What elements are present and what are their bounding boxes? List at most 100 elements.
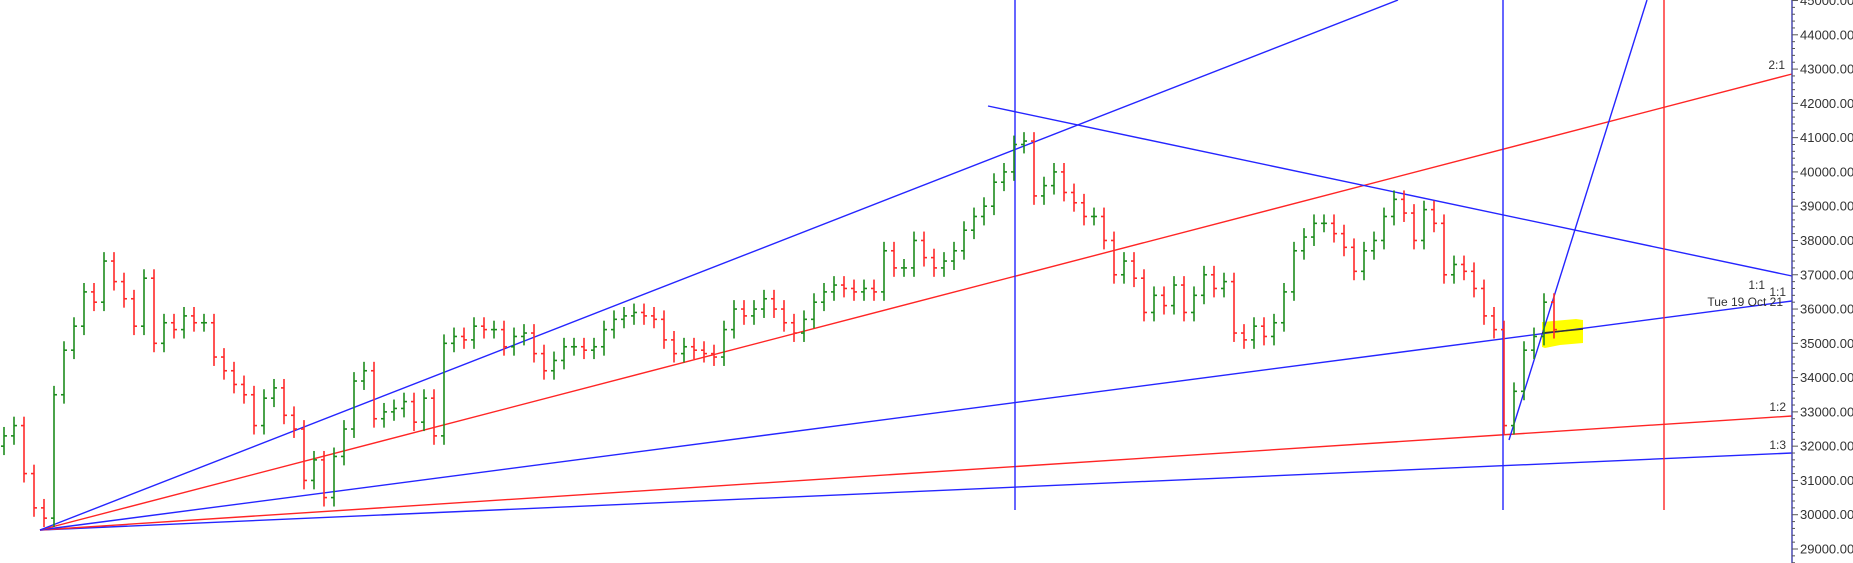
ohlc-bar bbox=[41, 498, 47, 528]
date-label: Tue 19 Oct 21 bbox=[1707, 295, 1783, 309]
ohlc-bar bbox=[301, 420, 307, 490]
ohlc-bar bbox=[561, 337, 567, 370]
ohlc-bar bbox=[1261, 317, 1267, 346]
y-tick-label: 36000.00 bbox=[1800, 302, 1853, 317]
ohlc-bar bbox=[581, 337, 587, 360]
ohlc-bar bbox=[261, 389, 267, 435]
highlight-marker-line[interactable] bbox=[1541, 328, 1584, 334]
ohlc-bar bbox=[181, 306, 187, 339]
ohlc-bar bbox=[1121, 252, 1127, 284]
ohlc-bar bbox=[1031, 132, 1037, 205]
ohlc-bar bbox=[881, 241, 887, 301]
ohlc-bar bbox=[831, 276, 837, 301]
ohlc-bar bbox=[461, 327, 467, 349]
fan-label-1-2: 1:2 bbox=[1769, 400, 1786, 414]
ohlc-bar bbox=[951, 241, 957, 270]
ohlc-bar bbox=[211, 313, 217, 366]
y-tick-label: 40000.00 bbox=[1800, 164, 1853, 179]
ohlc-bar bbox=[51, 385, 57, 528]
ohlc-bar bbox=[551, 351, 557, 380]
ohlc-bar bbox=[31, 464, 37, 517]
ohlc-bar bbox=[1411, 204, 1417, 250]
ohlc-bar bbox=[281, 378, 287, 425]
ohlc-bar bbox=[1091, 207, 1097, 226]
ohlc-bar bbox=[861, 279, 867, 301]
ohlc-bar bbox=[481, 317, 487, 339]
ohlc-bar bbox=[101, 252, 107, 312]
ohlc-bar bbox=[811, 293, 817, 329]
ohlc-bar bbox=[451, 327, 457, 353]
ohlc-bar bbox=[1531, 327, 1537, 360]
ohlc-bar bbox=[1181, 276, 1187, 322]
ohlc-bar bbox=[1011, 135, 1017, 181]
ohlc-bar bbox=[1551, 293, 1557, 339]
ohlc-bar bbox=[371, 361, 377, 428]
ohlc-bar bbox=[121, 272, 127, 308]
annotations: 2:1 1:1 1:1 Tue 19 Oct 21 1:2 1:3 bbox=[1707, 58, 1786, 452]
ohlc-bar bbox=[381, 402, 387, 428]
ohlc-bar bbox=[981, 197, 987, 226]
ohlc-bar bbox=[941, 252, 947, 277]
ohlc-bar bbox=[1201, 265, 1207, 305]
ohlc-bar bbox=[821, 282, 827, 312]
ohlc-bar bbox=[1331, 214, 1337, 243]
gann-fan-line-2-1[interactable] bbox=[39, 73, 1793, 531]
ohlc-bar bbox=[21, 416, 27, 483]
ohlc-bar bbox=[721, 320, 727, 366]
ohlc-bar bbox=[1, 426, 7, 456]
ohlc-bar bbox=[1491, 306, 1497, 339]
gann-fan-line-1-3[interactable] bbox=[39, 452, 1793, 531]
ohlc-bar bbox=[601, 320, 607, 356]
fan-label-1-1: 1:1 bbox=[1748, 278, 1765, 292]
yellow-highlight bbox=[1542, 319, 1583, 348]
ohlc-bar bbox=[1421, 200, 1427, 250]
ohlc-bar bbox=[81, 282, 87, 336]
ohlc-bar bbox=[1401, 190, 1407, 222]
y-tick-label: 34000.00 bbox=[1800, 370, 1853, 385]
ohlc-bar bbox=[1081, 193, 1087, 226]
ohlc-bar bbox=[1461, 255, 1467, 281]
ohlc-bar bbox=[1341, 224, 1347, 257]
gann-fan-line-1-1[interactable] bbox=[39, 300, 1793, 531]
ohlc-bar bbox=[991, 173, 997, 216]
y-tick-label: 42000.00 bbox=[1800, 96, 1853, 111]
ohlc-bar bbox=[1441, 214, 1447, 284]
ohlc-bar bbox=[841, 276, 847, 298]
ohlc-bar bbox=[611, 310, 617, 339]
ohlc-bar bbox=[711, 344, 717, 366]
ohlc-bar bbox=[401, 392, 407, 418]
ohlc-bar bbox=[271, 378, 277, 408]
y-tick-label: 32000.00 bbox=[1800, 439, 1853, 454]
gann-fan-line-3-1[interactable] bbox=[39, 0, 1399, 531]
ohlc-bar bbox=[1231, 272, 1237, 342]
ohlc-bar bbox=[691, 337, 697, 360]
trend-line-steep[interactable] bbox=[1508, 0, 1648, 441]
y-tick-label: 37000.00 bbox=[1800, 267, 1853, 282]
ohlc-bar bbox=[1291, 241, 1297, 301]
ohlc-bar bbox=[171, 313, 177, 339]
ohlc-bar bbox=[511, 327, 517, 356]
y-tick-label: 33000.00 bbox=[1800, 404, 1853, 419]
ohlc-bars bbox=[1, 132, 1557, 528]
ohlc-bar bbox=[1061, 163, 1067, 202]
fan-label-2-1: 2:1 bbox=[1768, 58, 1785, 72]
ohlc-bar bbox=[141, 269, 147, 336]
ohlc-bar bbox=[1481, 279, 1487, 325]
ohlc-bar bbox=[641, 303, 647, 325]
ohlc-bar bbox=[901, 258, 907, 277]
ohlc-bar bbox=[1521, 341, 1527, 401]
ohlc-bar bbox=[151, 269, 157, 353]
fan-label-1-3: 1:3 bbox=[1769, 438, 1786, 452]
ohlc-bar bbox=[1161, 286, 1167, 315]
ohlc-bar bbox=[751, 300, 757, 325]
trend-line-descending[interactable] bbox=[987, 105, 1793, 277]
ohlc-bar bbox=[321, 450, 327, 507]
ohlc-bar bbox=[201, 313, 207, 332]
ohlc-bar bbox=[91, 282, 97, 312]
ohlc-bar bbox=[241, 375, 247, 404]
ohlc-bar bbox=[791, 313, 797, 342]
gann-fan-line-1-2[interactable] bbox=[39, 415, 1793, 531]
ohlc-bar bbox=[741, 300, 747, 325]
